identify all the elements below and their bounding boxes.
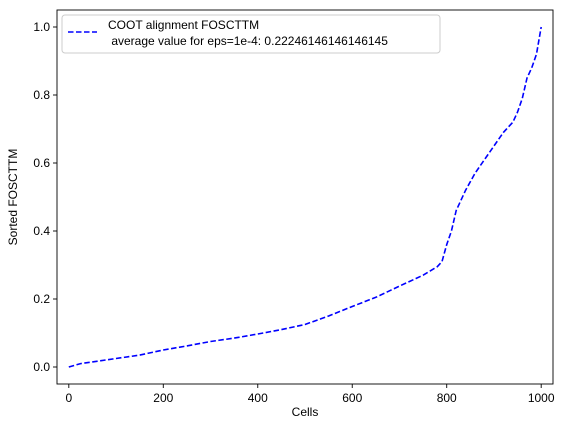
y-axis-ticks: 0.0 0.2 0.4 0.6 0.8 1.0 bbox=[33, 20, 57, 374]
plot-frame bbox=[56, 9, 554, 385]
y-tick-label: 0.8 bbox=[33, 88, 50, 102]
x-tick-label: 200 bbox=[153, 391, 173, 405]
y-tick-label: 0.0 bbox=[33, 360, 50, 374]
y-tick-label: 0.2 bbox=[33, 292, 50, 306]
y-tick-label: 0.6 bbox=[33, 156, 50, 170]
x-tick-label: 600 bbox=[342, 391, 362, 405]
y-axis-label: Sorted FOSCTTM bbox=[6, 149, 20, 246]
legend-entry-line1: COOT alignment FOSCTTM bbox=[108, 18, 259, 32]
legend: COOT alignment FOSCTTM average value for… bbox=[61, 14, 441, 54]
x-tick-label: 400 bbox=[248, 391, 268, 405]
legend-box bbox=[61, 14, 441, 54]
series-layer bbox=[68, 26, 542, 368]
x-tick-label: 1000 bbox=[528, 391, 555, 405]
x-axis-label: Cells bbox=[292, 405, 319, 419]
x-tick-label: 800 bbox=[437, 391, 457, 405]
series-line-0 bbox=[68, 26, 542, 368]
y-tick-label: 1.0 bbox=[33, 20, 50, 34]
x-tick-label: 0 bbox=[65, 391, 72, 405]
plot-area bbox=[57, 10, 553, 384]
x-axis-ticks: 0 200 400 600 800 1000 bbox=[65, 384, 555, 405]
y-tick-label: 0.4 bbox=[33, 224, 50, 238]
legend-entry-line2: average value for eps=1e-4: 0.2224614614… bbox=[108, 34, 388, 48]
